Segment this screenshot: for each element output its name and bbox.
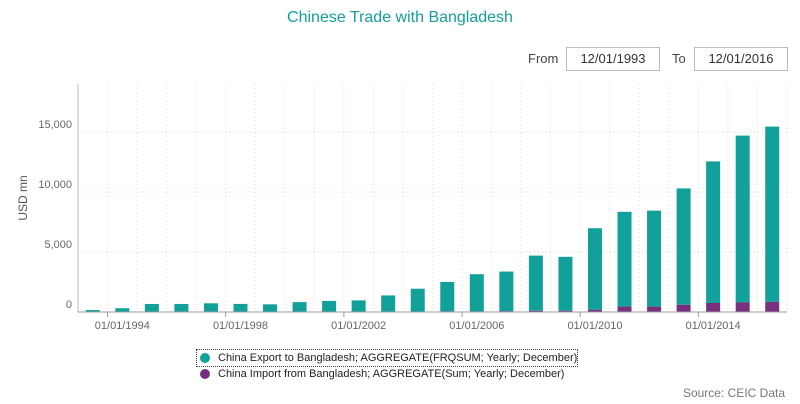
bar-import — [765, 301, 780, 312]
to-date-input[interactable]: 12/01/2016 — [694, 47, 788, 71]
y-tick-label: 10,000 — [38, 179, 72, 191]
bar-import — [647, 306, 662, 312]
bar-export — [528, 255, 543, 311]
bar-export — [322, 300, 337, 312]
legend-marker-export — [200, 353, 210, 363]
bar-export — [499, 271, 514, 312]
bar-import — [558, 310, 573, 312]
bar-export — [647, 210, 662, 307]
chart-legend: China Export to Bangladesh; AGGREGATE(FR… — [195, 349, 579, 382]
y-axis-label: USD mn — [16, 175, 30, 220]
from-date-input[interactable]: 12/01/1993 — [566, 47, 660, 71]
bar-export — [85, 310, 100, 312]
bar-export — [263, 304, 278, 312]
chart-title: Chinese Trade with Bangladesh — [287, 9, 513, 26]
y-tick-label: 0 — [66, 299, 72, 311]
bar-export — [440, 281, 455, 312]
bar-export — [203, 303, 218, 312]
x-tick-label: 01/01/2006 — [449, 320, 504, 332]
bar-export — [351, 300, 366, 312]
bar-import — [528, 310, 543, 312]
legend-item-export[interactable]: China Export to Bangladesh; AGGREGATE(FR… — [195, 349, 579, 367]
bar-export — [587, 228, 602, 310]
bar-export — [735, 135, 750, 303]
x-tick-label: 01/01/1998 — [213, 320, 268, 332]
y-tick-label: 15,000 — [38, 119, 72, 131]
legend-marker-import — [200, 369, 210, 379]
bar-export — [410, 288, 425, 312]
bar-export — [765, 126, 780, 302]
bar-import — [587, 309, 602, 312]
x-tick-label: 01/01/2014 — [686, 320, 741, 332]
legend-label-import: China Import from Bangladesh; AGGREGATE(… — [218, 368, 565, 380]
bar-export — [381, 295, 396, 312]
bar-export — [617, 211, 632, 307]
legend-item-import[interactable]: China Import from Bangladesh; AGGREGATE(… — [197, 366, 577, 382]
x-tick-label: 01/01/2002 — [331, 320, 386, 332]
bar-import — [735, 302, 750, 312]
source-note: Source: CEIC Data — [682, 386, 785, 400]
bar-import — [706, 303, 721, 312]
legend-label-export: China Export to Bangladesh; AGGREGATE(FR… — [218, 352, 578, 364]
bar-export — [676, 188, 691, 305]
to-label: To — [672, 51, 686, 66]
bar-export — [115, 308, 130, 312]
bar-export — [174, 303, 189, 312]
bar-export — [469, 274, 484, 312]
bar-import — [617, 306, 632, 312]
bar-export — [706, 161, 721, 303]
bar-import — [676, 304, 691, 312]
bar-export — [558, 256, 573, 311]
y-tick-label: 5,000 — [44, 239, 72, 251]
from-label: From — [528, 51, 559, 66]
bar-export — [144, 303, 159, 312]
bar-export — [292, 302, 307, 312]
x-tick-label: 01/01/1994 — [95, 320, 150, 332]
bar-export — [233, 303, 248, 312]
x-tick-label: 01/01/2010 — [567, 320, 622, 332]
